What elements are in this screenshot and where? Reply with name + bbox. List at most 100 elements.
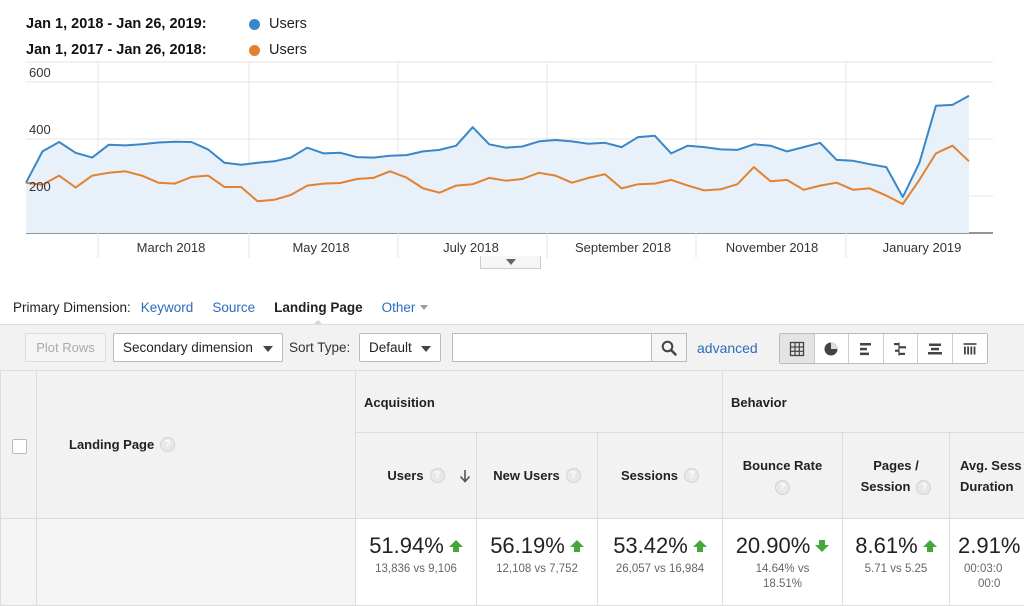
pages-per-session-change-pct: 8.61% xyxy=(855,533,918,558)
pages-per-session-column-header[interactable]: Pages / Session? xyxy=(843,433,950,519)
dimension-source-link[interactable]: Source xyxy=(212,299,256,315)
view-performance[interactable] xyxy=(849,334,884,363)
sort-type-label: Sort Type: xyxy=(289,340,351,355)
avg-session-comparison-line2: 00:0 xyxy=(978,578,1001,590)
comparison-icon xyxy=(894,342,907,355)
avg-session-change-pct: 2.91% xyxy=(958,533,1021,558)
help-icon[interactable]: ? xyxy=(916,479,932,495)
primary-dimension-label: Primary Dimension: xyxy=(13,299,131,315)
arrow-down-icon xyxy=(815,540,830,552)
new-users-column-header[interactable]: New Users ? xyxy=(477,433,598,519)
sort-descending-icon[interactable] xyxy=(459,469,471,483)
x-tick-label: July 2018 xyxy=(443,240,499,255)
sessions-total-cell: 53.42% 26,057 vs 16,984 xyxy=(598,519,723,606)
arrow-up-icon xyxy=(692,540,707,552)
bounce-rate-change-pct: 20.90% xyxy=(735,533,811,558)
dimension-other-label: Other xyxy=(381,299,416,315)
view-data-table[interactable] xyxy=(780,334,815,363)
avg-session-comparison-line1: 00:03:0 xyxy=(964,563,1003,575)
help-icon[interactable]: ? xyxy=(160,437,176,452)
term-cloud-icon xyxy=(927,343,942,354)
landing-page-header[interactable]: Landing Page ? xyxy=(37,370,356,519)
table-toolbar: Plot Rows Secondary dimension Sort Type:… xyxy=(0,324,1024,370)
users-total-cell: 51.94% 13,836 vs 9,106 xyxy=(356,519,477,606)
users-change-pct: 51.94% xyxy=(369,533,444,558)
bounce-rate-comparison-line1: 14.64% vs xyxy=(755,563,810,575)
select-all-cell xyxy=(0,370,37,519)
x-tick-label: November 2018 xyxy=(726,240,819,255)
x-tick-label: January 2019 xyxy=(883,240,962,255)
help-icon[interactable]: ? xyxy=(775,479,790,495)
table-grid-icon xyxy=(789,341,804,356)
series-line-current-users[interactable] xyxy=(25,94,970,198)
data-table: Landing Page ? Acquisition Behavior User… xyxy=(0,370,1024,606)
totals-row-label-cell xyxy=(37,519,356,606)
table-search-input[interactable] xyxy=(452,333,652,362)
new-users-change-pct: 56.19% xyxy=(490,533,565,558)
legend-series-name: Users xyxy=(269,42,307,58)
view-pivot[interactable] xyxy=(952,334,987,363)
pages-per-session-header-line1: Pages / xyxy=(873,457,919,473)
bounce-rate-header-label: Bounce Rate xyxy=(742,457,823,473)
legend-range: Jan 1, 2018 - Jan 26, 2019: xyxy=(26,16,207,32)
view-switcher xyxy=(779,333,988,364)
secondary-dimension-select[interactable]: Secondary dimension xyxy=(113,333,283,362)
legend-series-name: Users xyxy=(269,16,307,32)
help-icon[interactable]: ? xyxy=(429,468,445,483)
chevron-down-icon xyxy=(420,304,429,310)
advanced-filter-link[interactable]: advanced xyxy=(697,340,758,356)
sort-type-select[interactable]: Default xyxy=(359,333,441,362)
view-percentage[interactable] xyxy=(814,334,849,363)
legend-dot-blue xyxy=(249,18,260,30)
users-header-label: Users xyxy=(387,468,424,483)
primary-dimension-bar: Primary Dimension: Keyword Source Landin… xyxy=(13,297,429,327)
bounce-rate-total-cell: 20.90% 14.64% vs 18.51% xyxy=(723,519,843,606)
x-tick-label: May 2018 xyxy=(292,240,349,255)
sort-type-value: Default xyxy=(369,340,412,355)
sessions-change-pct: 53.42% xyxy=(613,533,688,558)
chart-collapse-toggle[interactable] xyxy=(480,256,541,269)
y-tick-label: 400 xyxy=(29,122,51,137)
secondary-dimension-label: Secondary dimension xyxy=(123,340,253,355)
pie-chart-icon xyxy=(824,342,838,355)
sessions-comparison: 26,057 vs 16,984 xyxy=(615,563,705,575)
pivot-icon xyxy=(963,342,977,354)
pages-per-session-comparison: 5.71 vs 5.25 xyxy=(864,563,928,575)
legend-row-current: Jan 1, 2018 - Jan 26, 2019: Users xyxy=(26,11,307,37)
acquisition-label: Acquisition xyxy=(364,395,435,410)
acquisition-group-header: Acquisition xyxy=(356,370,723,433)
avg-session-duration-column-header[interactable]: Avg. Sess Duration xyxy=(950,433,1024,519)
legend-range: Jan 1, 2017 - Jan 26, 2018: xyxy=(26,42,207,58)
pages-per-session-total-cell: 8.61% 5.71 vs 5.25 xyxy=(843,519,950,606)
chevron-down-icon xyxy=(263,346,273,352)
avg-session-header-line2: Duration xyxy=(960,478,1014,494)
users-line-chart[interactable]: 600 400 200 March 2018 May 2018 July 2018 Sep… xyxy=(0,0,1024,290)
view-term-cloud[interactable] xyxy=(918,334,953,363)
select-all-checkbox[interactable] xyxy=(12,439,27,454)
series-line-previous-users[interactable] xyxy=(25,144,970,206)
series-area-fill xyxy=(26,95,969,233)
view-comparison[interactable] xyxy=(883,334,918,363)
bounce-rate-comparison-line2: 18.51% xyxy=(762,578,802,590)
legend-dot-orange xyxy=(249,44,260,56)
avg-session-total-cell: 2.91% 00:03:0 00:0 xyxy=(950,519,1024,606)
bounce-rate-column-header[interactable]: Bounce Rate ? xyxy=(723,433,843,519)
legend-row-previous: Jan 1, 2017 - Jan 26, 2018: Users xyxy=(26,37,307,63)
new-users-total-cell: 56.19% 12,108 vs 7,752 xyxy=(477,519,598,606)
chevron-down-icon xyxy=(421,346,431,352)
help-icon[interactable]: ? xyxy=(684,468,700,483)
search-button[interactable] xyxy=(652,333,687,362)
users-column-header[interactable]: Users ? xyxy=(356,433,477,519)
dimension-keyword-link[interactable]: Keyword xyxy=(140,299,194,315)
dimension-other-dropdown[interactable]: Other xyxy=(382,300,429,315)
sessions-column-header[interactable]: Sessions ? xyxy=(598,433,723,519)
landing-page-header-label: Landing Page xyxy=(69,437,155,452)
plot-rows-button[interactable]: Plot Rows xyxy=(25,333,106,362)
behavior-label: Behavior xyxy=(731,395,787,410)
chart-legend: Jan 1, 2018 - Jan 26, 2019: Users Jan 1,… xyxy=(26,11,307,63)
arrow-up-icon xyxy=(448,540,463,552)
arrow-up-icon xyxy=(922,540,937,552)
help-icon[interactable]: ? xyxy=(565,468,581,483)
behavior-group-header: Behavior xyxy=(723,370,1024,433)
arrow-up-icon xyxy=(569,540,584,552)
